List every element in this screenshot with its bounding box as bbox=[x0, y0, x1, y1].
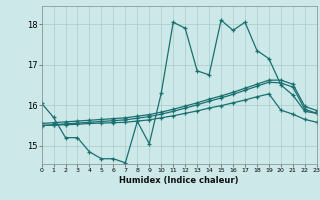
X-axis label: Humidex (Indice chaleur): Humidex (Indice chaleur) bbox=[119, 176, 239, 185]
